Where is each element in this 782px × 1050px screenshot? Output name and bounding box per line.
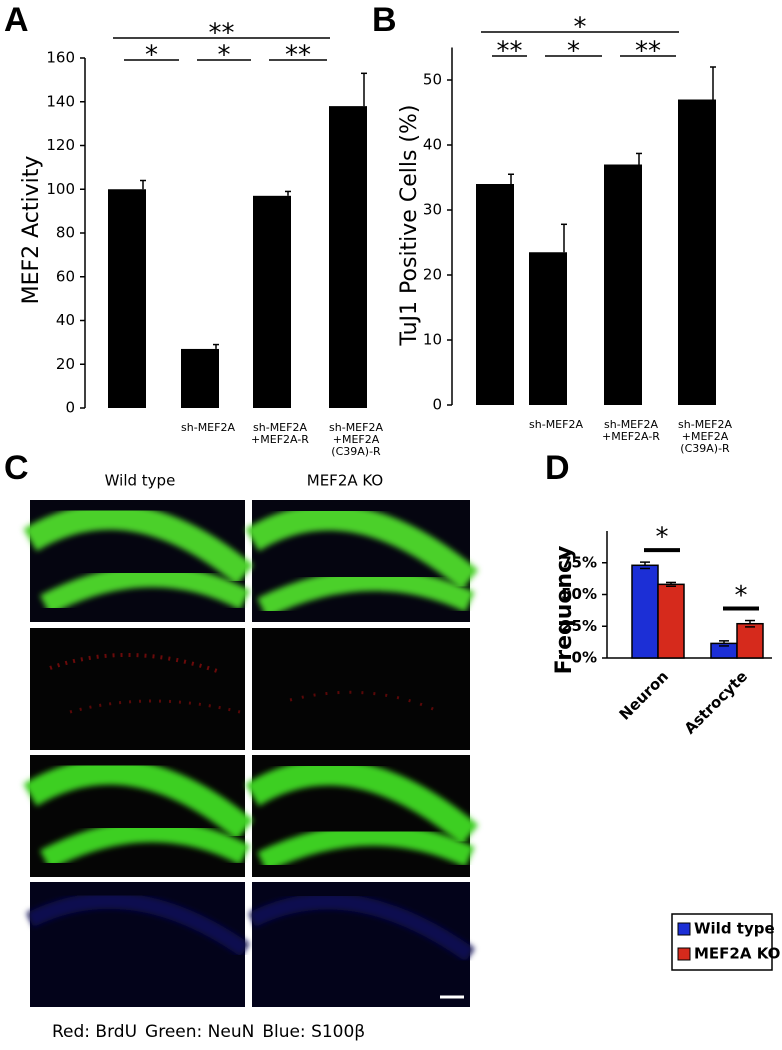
panel-label: A [4,1,29,39]
bar [736,622,764,659]
y-axis-label: TuJ1 Positive Cells (%) [397,105,422,347]
bar [108,189,146,408]
y-tick-label: 40 [423,136,442,154]
y-tick-label: 0% [572,649,597,667]
bar [529,252,567,405]
y-tick-label: 160 [46,49,75,67]
x-tick-label: Neuron [616,667,672,723]
panel-label: B [372,1,397,39]
bar [604,164,642,405]
x-tick-label: sh-MEF2A +MEF2A (C39A)-R [678,418,732,455]
x-tick-label: sh-MEF2A +MEF2A (C39A)-R [329,421,383,458]
error-bar [285,190,291,196]
significance-label: * [145,41,158,71]
y-tick-label: 60 [56,267,75,285]
y-tick-label: 0 [65,399,75,417]
significance-label: ** [285,41,311,71]
tile-row-2 [30,628,470,750]
panel-label: C [4,449,29,487]
legend-swatch [677,922,691,936]
y-tick-label: 50% [561,585,597,603]
tile-row-4 [26,882,475,1007]
tile-row-3 [23,755,479,877]
y-tick-label: 0 [432,396,442,414]
y-tick-label: 20 [56,355,75,373]
tile-row-1 [23,500,479,622]
x-tick-label: sh-MEF2A [181,421,235,434]
significance-label: ** [635,37,661,67]
panel-label: D [545,449,570,487]
significance-label: * [574,13,587,43]
bar [329,106,367,408]
significance-label: * [218,41,231,71]
legend-label: MEF2A KO [694,945,780,963]
error-bar [710,66,716,100]
bar [631,564,659,659]
legend-swatch [677,947,691,961]
y-tick-label: 120 [46,136,75,154]
significance-label: * [567,37,580,67]
y-axis-label: Frequency [552,546,577,675]
stain-label: Green: NeuN [145,1022,254,1042]
x-tick-label: sh-MEF2A +MEF2A-R [602,418,660,443]
legend-label: Wild type [694,920,775,938]
y-tick-label: 20 [423,266,442,284]
column-label: Wild type [105,472,176,490]
error-bar [640,561,650,570]
stain-label: Red: BrdU [52,1022,137,1042]
significance-label: * [656,523,669,553]
error-bar [666,581,676,587]
error-bar [745,619,755,628]
significance-label: * [735,581,748,611]
error-bar [719,640,729,647]
error-bar [636,152,642,165]
significance-label: ** [497,37,523,67]
significance-label: ** [209,19,235,49]
microscopy-panel [23,500,479,1007]
bar [657,583,685,659]
legend: Wild type MEF2A KO [671,913,780,971]
error-bar [361,72,367,107]
y-tick-label: 80 [56,224,75,242]
error-bar [561,223,567,253]
error-bar [213,343,219,349]
x-tick-label: Astrocyte [681,667,751,737]
y-tick-label: 40 [56,311,75,329]
bar [253,195,291,408]
bar [678,99,716,405]
x-tick-label: sh-MEF2A +MEF2A-R [251,421,309,446]
y-tick-label: 100 [46,180,75,198]
y-tick-label: 30 [423,201,442,219]
error-bar [508,173,514,184]
bar [476,184,514,405]
bar [181,348,219,408]
error-bar [140,179,146,190]
y-tick-label: 25% [561,617,597,635]
y-tick-label: 50 [423,71,442,89]
y-tick-label: 140 [46,92,75,110]
x-tick-label: sh-MEF2A [529,418,583,431]
stain-label: Blue: S100β [262,1022,365,1042]
y-tick-label: 10 [423,331,442,349]
y-tick-label: 75% [561,553,597,571]
column-label: MEF2A KO [307,472,383,490]
y-axis-label: MEF2 Activity [19,156,44,305]
